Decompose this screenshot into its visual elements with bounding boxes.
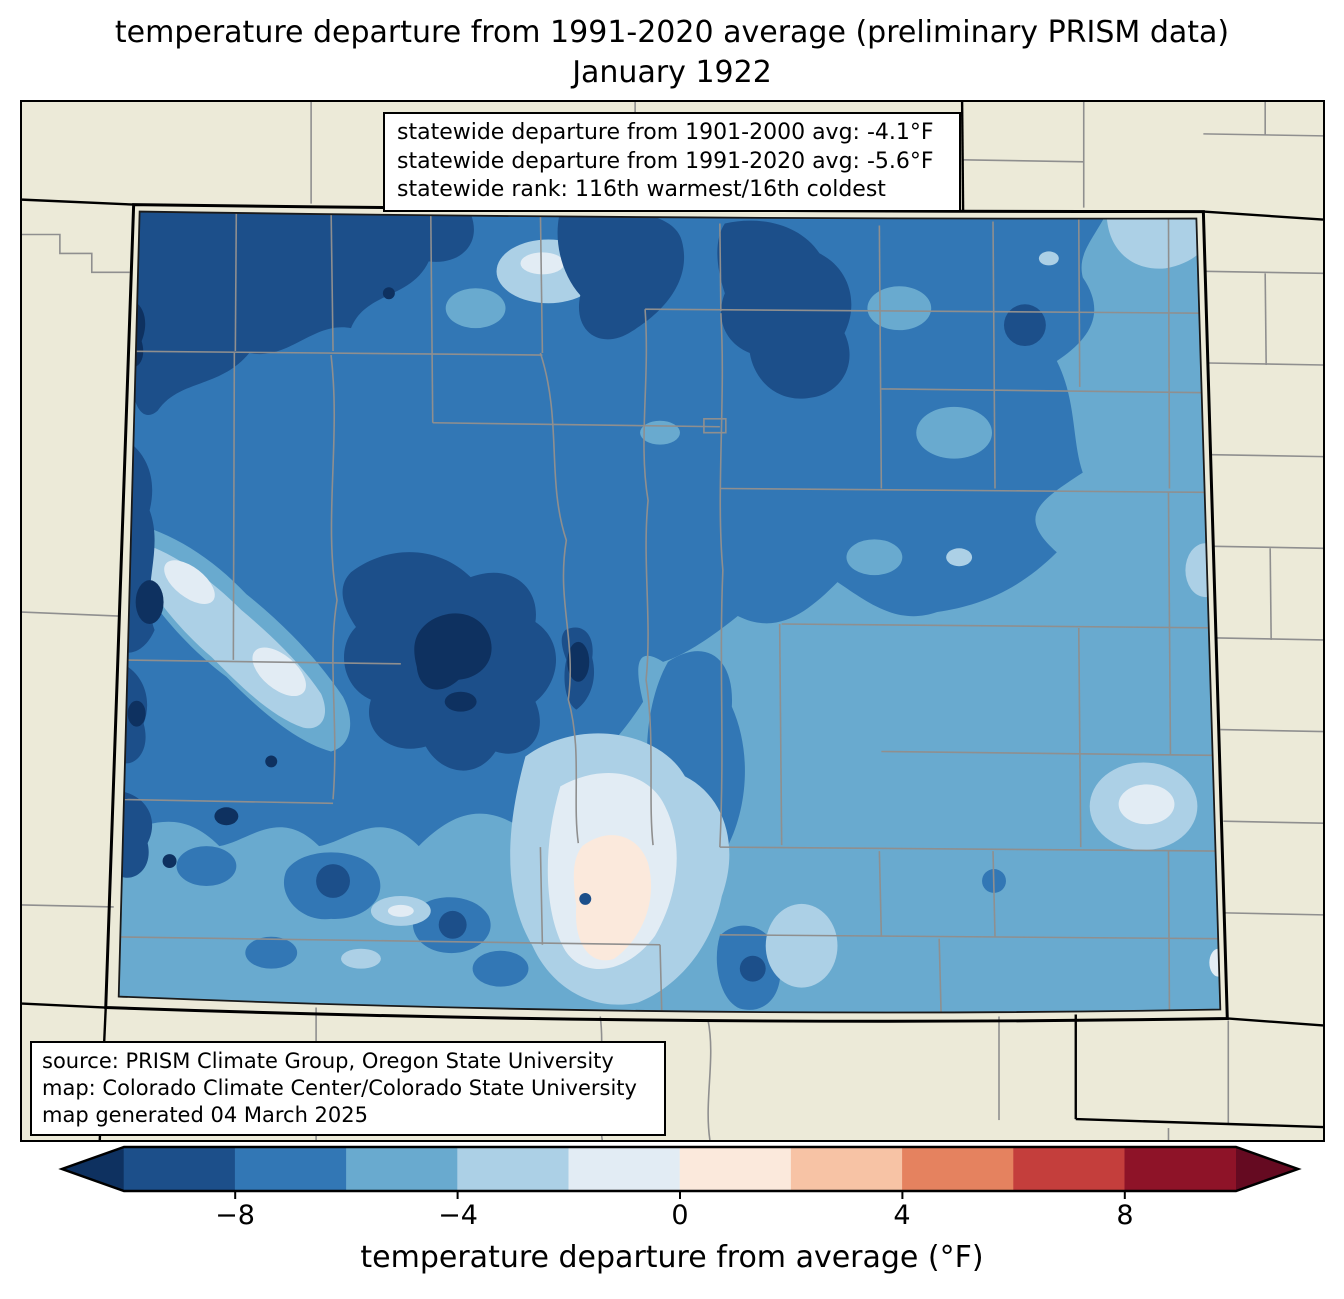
colorbar-outline (58, 1145, 1302, 1193)
colorbar-tick-0: 0 (671, 1200, 689, 1231)
colorbar-axis-label: temperature departure from average (°F) (360, 1240, 984, 1275)
colorbar-tick--8: −8 (215, 1200, 255, 1231)
source-attribution-box: source: PRISM Climate Group, Oregon Stat… (30, 1041, 666, 1136)
colorbar-segment (457, 1147, 570, 1191)
page-subtitle: January 1922 (572, 55, 772, 90)
colorbar-segment (790, 1147, 903, 1191)
colorbar-segment (1124, 1147, 1237, 1191)
colorbar-segment (902, 1147, 1014, 1191)
source-line-1: source: PRISM Climate Group, Oregon Stat… (42, 1049, 614, 1073)
statewide-stats-box: statewide departure from 1901-2000 avg: … (383, 112, 961, 212)
border-ok-tx (1075, 1117, 1323, 1129)
colorbar-segment (568, 1147, 681, 1191)
stats-line-2: statewide departure from 1991-2020 avg: … (397, 148, 934, 174)
colorbar (58, 1145, 1302, 1199)
fill-level-seg6 (573, 835, 652, 961)
map-axes: statewide departure from 1901-2000 avg: … (20, 100, 1325, 1142)
border-ks-ok (1227, 1017, 1323, 1027)
border-az-ut (22, 1002, 106, 1009)
colorbar-tick-8: 8 (1116, 1200, 1134, 1231)
page-title: temperature departure from 1991-2020 ave… (114, 15, 1230, 50)
colorbar-tick--4: −4 (438, 1200, 478, 1231)
border-ne-ks (1203, 210, 1323, 221)
colorbar-segment (679, 1147, 792, 1191)
stats-line-3: statewide rank: 116th warmest/16th colde… (397, 177, 886, 202)
colorbar-segment (346, 1147, 458, 1191)
colorbar-segment (234, 1147, 347, 1191)
colorbar-segments (123, 1147, 1237, 1191)
county-lines (118, 211, 1221, 1013)
colorbar-over-arrow (1236, 1147, 1298, 1191)
colorbar-under-arrow (62, 1147, 124, 1191)
state-fill-edge (117, 210, 1222, 1014)
border-wy-ne (960, 102, 965, 212)
colorado-map (22, 102, 1323, 1140)
colorbar-segment (1013, 1147, 1126, 1191)
colorbar-tickmarks (234, 1191, 1126, 1199)
contour-fill (118, 211, 1221, 1013)
source-line-3: map generated 04 March 2025 (42, 1103, 369, 1127)
border-ut-wy (22, 198, 134, 206)
colorbar-tick-4: 4 (893, 1200, 911, 1231)
stats-line-1: statewide departure from 1901-2000 avg: … (397, 120, 934, 145)
colorbar-segment (123, 1147, 236, 1191)
source-line-2: map: Colorado Climate Center/Colorado St… (42, 1076, 637, 1100)
